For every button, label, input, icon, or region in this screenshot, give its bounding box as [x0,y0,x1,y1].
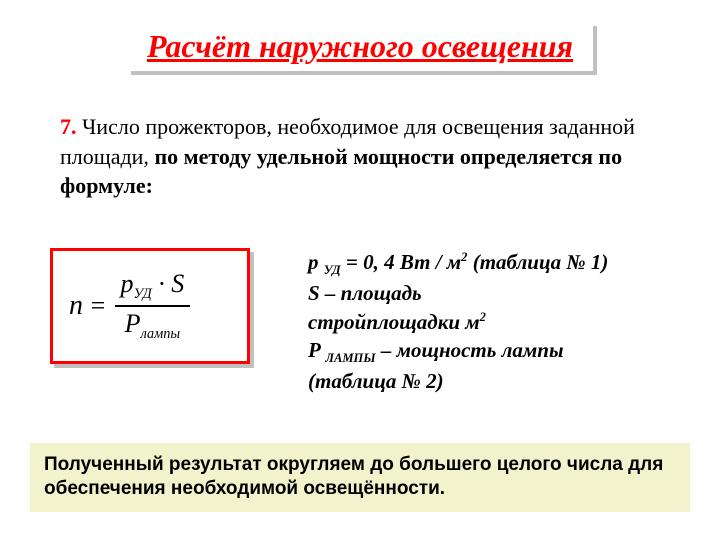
def-line-3: стройплощадки м2 [308,308,680,336]
def-line-5: (таблица № 2) [308,367,680,395]
def1-a: p [308,250,324,274]
formula-container: n = pУД · S Pлампы [50,248,250,364]
title-box: Расчёт наружного освещения [127,22,593,71]
footer-box: Полученный результат округляем до больше… [30,443,690,512]
def3-sup: 2 [480,310,486,324]
num-p-sub: УД [134,286,152,302]
footer-text: Полученный результат округляем до больше… [44,453,676,502]
def4-a: P [308,338,325,362]
formula-equals: = [89,291,107,321]
num-p: p [121,269,134,298]
def1-b: = 0, 4 Вт / м [341,250,462,274]
def1-sub: УД [324,263,341,277]
def-line-1: p УД = 0, 4 Вт / м2 (таблица № 1) [308,248,680,279]
def5-a: (таблица № 2) [308,369,444,393]
def1-c: (таблица № 1) [467,250,608,274]
intro-number: 7. [60,114,77,139]
num-dot: · [152,269,172,298]
def-line-2: S – площадь [308,279,680,307]
den-P: P [125,309,141,338]
formula-numerator: pУД · S [115,269,191,305]
formula-fraction: pУД · S Pлампы [115,269,191,343]
def3-a: стройплощадки м [308,310,480,334]
formula-content: n = pУД · S Pлампы [69,269,231,343]
den-P-sub: лампы [141,326,181,342]
definitions-block: p УД = 0, 4 Вт / м2 (таблица № 1) S – пл… [308,248,680,395]
formula-denominator: Pлампы [119,307,186,343]
title-container: Расчёт наружного освещения [127,22,593,71]
def-line-4: P ЛАМПЫ – мощность лампы [308,336,680,367]
def4-sub: ЛАМПЫ [325,351,375,365]
intro-paragraph: 7. Число прожекторов, необходимое для ос… [60,112,660,201]
formula-box: n = pУД · S Pлампы [50,248,250,364]
slide-title: Расчёт наружного освещения [147,28,573,64]
def4-b: – мощность лампы [376,338,564,362]
def2-a: S – площадь [308,281,422,305]
num-S: S [171,269,184,298]
formula-lhs: n [69,290,83,322]
